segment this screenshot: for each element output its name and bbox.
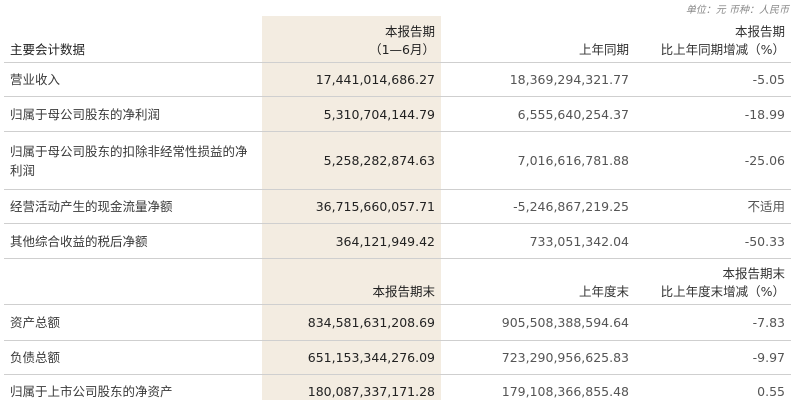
row-prior: 7,016,616,781.88	[441, 132, 635, 190]
row-current: 834,581,631,208.69	[262, 305, 441, 341]
header-current-period: 本报告期 （1—6月）	[262, 16, 441, 63]
row-label-text: 归属于母公司股东的扣除非经常性损益的净利润	[10, 142, 250, 180]
header-key-data: 主要会计数据	[4, 16, 262, 63]
header-change-line2: 比上年同期增减（%）	[661, 42, 785, 57]
key-accounting-data-table: 主要会计数据 本报告期 （1—6月） 上年同期 本报告期 比上年同期增减（%） …	[4, 16, 791, 408]
row-current: 651,153,344,276.09	[262, 341, 441, 375]
table-row: 经营活动产生的现金流量净额 36,715,660,057.71 -5,246,8…	[4, 190, 791, 224]
row-current: 17,441,014,686.27	[262, 63, 441, 97]
row-label: 资产总额	[4, 305, 262, 341]
row-current: 180,087,337,171.28	[262, 375, 441, 408]
row-label: 归属于母公司股东的扣除非经常性损益的净利润	[4, 132, 262, 190]
row-prior: 905,508,388,594.64	[441, 305, 635, 341]
row-label: 归属于上市公司股东的净资产	[4, 375, 262, 408]
row-change: -25.06	[635, 132, 791, 190]
row-current: 5,310,704,144.79	[262, 97, 441, 132]
header-current-period-line1: 本报告期	[385, 24, 435, 39]
header-period-end: 本报告期末	[262, 259, 441, 305]
row-label: 营业收入	[4, 63, 262, 97]
row-change: -18.99	[635, 97, 791, 132]
table-row: 负债总额 651,153,344,276.09 723,290,956,625.…	[4, 341, 791, 375]
table-row: 归属于上市公司股东的净资产 180,087,337,171.28 179,108…	[4, 375, 791, 408]
row-prior: 723,290,956,625.83	[441, 341, 635, 375]
row-label: 负债总额	[4, 341, 262, 375]
row-prior: 179,108,366,855.48	[441, 375, 635, 408]
row-prior: 733,051,342.04	[441, 224, 635, 259]
row-change: -9.97	[635, 341, 791, 375]
row-label: 归属于母公司股东的净利润	[4, 97, 262, 132]
table-row: 资产总额 834,581,631,208.69 905,508,388,594.…	[4, 305, 791, 341]
header-change-line1: 本报告期	[735, 24, 785, 39]
header-change-from-year-end: 本报告期末 比上年度末增减（%）	[635, 259, 791, 305]
row-change: 不适用	[635, 190, 791, 224]
row-prior: -5,246,867,219.25	[441, 190, 635, 224]
header-change2-line2: 比上年度末增减（%）	[661, 284, 785, 299]
table-header-row: 主要会计数据 本报告期 （1—6月） 上年同期 本报告期 比上年同期增减（%）	[4, 16, 791, 63]
header-prior-year-end: 上年度末	[441, 259, 635, 305]
row-change: 0.55	[635, 375, 791, 408]
row-change: -5.05	[635, 63, 791, 97]
header-change: 本报告期 比上年同期增减（%）	[635, 16, 791, 63]
row-label: 经营活动产生的现金流量净额	[4, 190, 262, 224]
table-row: 其他综合收益的税后净额 364,121,949.42 733,051,342.0…	[4, 224, 791, 259]
table-row: 归属于母公司股东的净利润 5,310,704,144.79 6,555,640,…	[4, 97, 791, 132]
table-row: 归属于母公司股东的扣除非经常性损益的净利润 5,258,282,874.63 7…	[4, 132, 791, 190]
table-row: 营业收入 17,441,014,686.27 18,369,294,321.77…	[4, 63, 791, 97]
row-label: 其他综合收益的税后净额	[4, 224, 262, 259]
row-change: -50.33	[635, 224, 791, 259]
row-current: 36,715,660,057.71	[262, 190, 441, 224]
unit-note: 单位：元 币种：人民币	[686, 1, 789, 16]
header-prior-period: 上年同期	[441, 16, 635, 63]
header-current-period-line2: （1—6月）	[369, 42, 435, 57]
row-prior: 18,369,294,321.77	[441, 63, 635, 97]
subheader-blank	[4, 259, 262, 305]
row-change: -7.83	[635, 305, 791, 341]
row-current: 5,258,282,874.63	[262, 132, 441, 190]
row-prior: 6,555,640,254.37	[441, 97, 635, 132]
row-current: 364,121,949.42	[262, 224, 441, 259]
table-subheader-row: 本报告期末 上年度末 本报告期末 比上年度末增减（%）	[4, 259, 791, 305]
header-change2-line1: 本报告期末	[722, 266, 785, 281]
